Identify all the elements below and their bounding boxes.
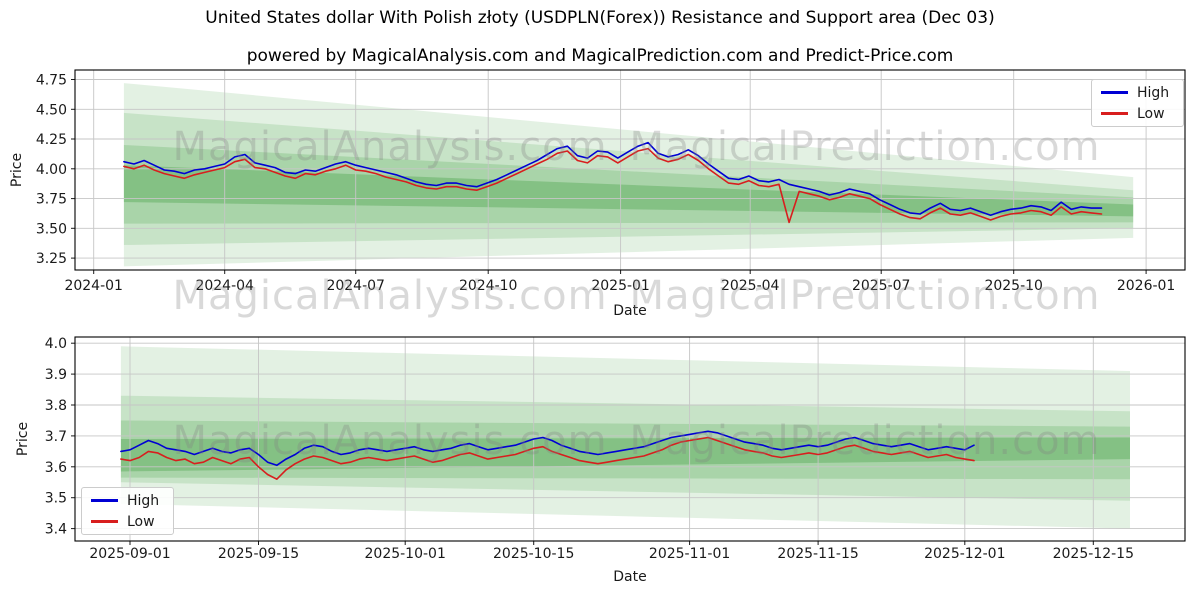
y-axis-label: Price — [15, 422, 31, 456]
legend-label-high: High — [1137, 84, 1170, 101]
low-line-swatch — [91, 520, 118, 523]
main-chart-border — [74, 69, 1186, 271]
x-tick-label: 2025-01 — [591, 278, 650, 294]
x-axis-label: Date — [613, 303, 646, 319]
legend-main-chart: High Low — [1091, 79, 1184, 127]
x-tick-label: 2025-04 — [721, 278, 780, 294]
zoom-chart-band-2 — [120, 395, 1130, 501]
x-axis-label: Date — [613, 569, 646, 585]
legend-label-low: Low — [127, 513, 155, 530]
zoom-chart-border — [74, 336, 1186, 542]
x-tick-label: 2024-07 — [326, 278, 385, 294]
x-tick-label: 2025-09-01 — [89, 546, 170, 562]
x-tick-label: 2025-07 — [852, 278, 911, 294]
y-tick-label: 3.8 — [45, 398, 67, 414]
y-tick-label: 3.4 — [45, 522, 67, 538]
y-tick-label: 3.6 — [45, 460, 67, 476]
y-tick-label: 4.50 — [36, 102, 67, 118]
x-tick-label: 2025-09-15 — [218, 546, 299, 562]
y-tick-label: 4.00 — [36, 162, 67, 178]
low-line-swatch — [1101, 112, 1128, 115]
legend-zoom-chart: High Low — [81, 487, 174, 535]
x-tick-label: 2025-12-15 — [1053, 546, 1134, 562]
zoom-chart-high-line — [120, 430, 975, 467]
x-tick-label: 2024-10 — [459, 278, 518, 294]
legend-item-high: High — [91, 494, 163, 508]
y-tick-label: 3.50 — [36, 221, 67, 237]
main-chart-low-line — [123, 147, 1103, 224]
chart-title: United States dollar With Polish złoty (… — [205, 8, 995, 28]
main-chart-background — [75, 70, 1185, 270]
y-tick-label: 4.75 — [36, 73, 67, 89]
y-axis-label: Price — [9, 153, 25, 187]
x-tick-label: 2025-12-01 — [924, 546, 1005, 562]
y-tick-label: 4.0 — [45, 336, 67, 352]
high-line-swatch — [91, 499, 118, 502]
x-tick-label: 2025-10 — [984, 278, 1043, 294]
zoom-chart-low-line — [120, 436, 975, 480]
x-tick-label: 2025-11-15 — [777, 546, 858, 562]
y-tick-label: 3.9 — [45, 367, 67, 383]
legend-item-low: Low — [1101, 107, 1173, 121]
legend-label-low: Low — [1137, 105, 1165, 122]
x-tick-label: 2025-11-01 — [649, 546, 730, 562]
high-line-swatch — [1101, 91, 1128, 94]
x-tick-label: 2024-04 — [195, 278, 254, 294]
chart-subtitle: powered by MagicalAnalysis.com and Magic… — [246, 46, 954, 66]
zoom-chart-band-4 — [120, 437, 1130, 472]
legend-item-low: Low — [91, 515, 163, 529]
y-tick-label: 3.7 — [45, 429, 67, 445]
x-tick-label: 2025-10-01 — [365, 546, 446, 562]
legend-label-high: High — [127, 492, 160, 509]
x-tick-label: 2025-10-15 — [493, 546, 574, 562]
y-tick-label: 3.25 — [36, 251, 67, 267]
y-tick-label: 3.5 — [45, 491, 67, 507]
y-tick-label: 4.25 — [36, 132, 67, 148]
zoom-chart-band-1 — [120, 346, 1130, 529]
x-tick-label: 2024-01 — [64, 278, 123, 294]
main-chart-high-line — [123, 141, 1103, 216]
zoom-chart-background — [75, 337, 1185, 541]
y-tick-label: 3.75 — [36, 192, 67, 208]
legend-item-high: High — [1101, 86, 1173, 100]
x-tick-label: 2026-01 — [1117, 278, 1176, 294]
